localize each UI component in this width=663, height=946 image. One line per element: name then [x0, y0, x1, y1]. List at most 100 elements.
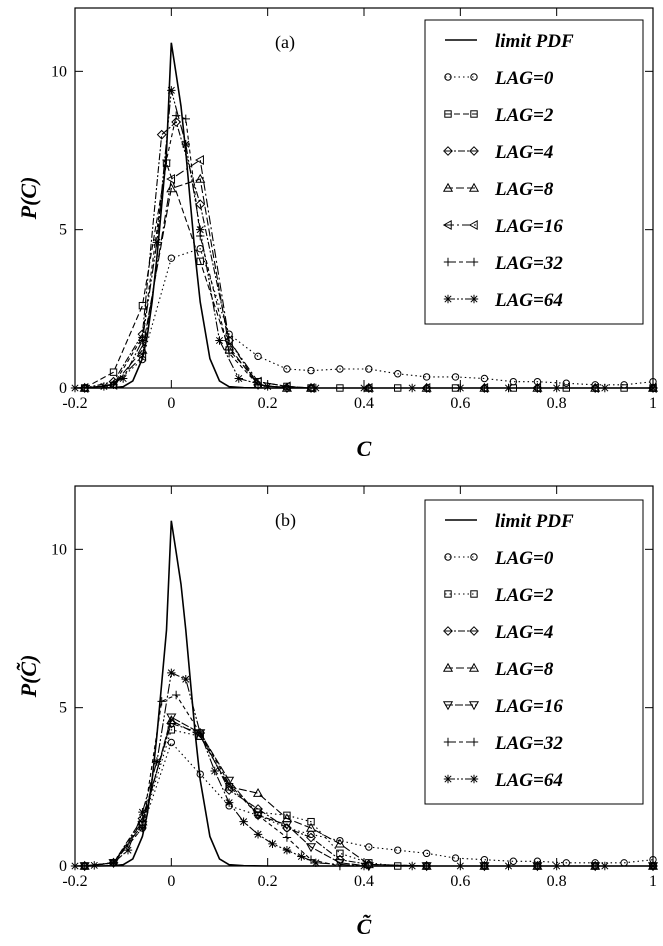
data-point: [282, 845, 292, 855]
data-point: [171, 111, 181, 120]
data-point: [70, 383, 80, 393]
data-point: [239, 817, 248, 826]
x-tick-label: 0.4: [354, 395, 374, 412]
data-point: [254, 352, 262, 361]
data-point: [552, 861, 561, 871]
legend-label: LAG=64: [494, 290, 563, 311]
data-point: [335, 861, 345, 871]
data-point: [444, 73, 452, 81]
data-point: [504, 383, 513, 393]
data-point: [469, 774, 479, 784]
series-line: [84, 114, 653, 389]
legend-label: LAG=16: [494, 216, 563, 237]
data-point: [305, 822, 317, 832]
legend-label: LAG=0: [494, 68, 554, 89]
data-point: [307, 817, 315, 826]
data-point: [444, 590, 452, 598]
data-point: [469, 257, 479, 267]
x-tick-label: 0.6: [450, 873, 470, 890]
data-point: [152, 757, 162, 766]
data-point: [215, 336, 224, 345]
data-point: [283, 365, 291, 373]
data-point: [359, 383, 369, 393]
data-point: [469, 737, 479, 747]
data-point: [167, 668, 176, 678]
data-point: [171, 690, 181, 700]
data-point: [442, 701, 454, 711]
data-point: [468, 662, 480, 672]
data-point: [281, 821, 292, 831]
x-tick-label: 0: [167, 873, 175, 890]
data-point: [224, 779, 234, 788]
data-point: [307, 366, 315, 375]
data-point: [196, 225, 205, 234]
x-axis-label: C̃: [357, 914, 372, 939]
data-point: [468, 182, 480, 192]
data-point: [166, 173, 176, 185]
data-point: [600, 861, 610, 871]
legend-label: LAG=32: [494, 733, 563, 754]
data-point: [456, 383, 465, 393]
data-point: [334, 859, 345, 869]
data-point: [234, 374, 243, 383]
legend-label: LAG=8: [494, 659, 554, 680]
data-point: [99, 382, 109, 391]
y-ticks: 0 5 10: [51, 541, 653, 875]
data-point: [123, 845, 133, 855]
data-point: [407, 383, 417, 393]
data-point: [224, 798, 234, 807]
data-point: [422, 849, 431, 858]
data-point: [443, 774, 453, 784]
data-point: [451, 854, 460, 862]
legend-label: LAG=2: [494, 105, 554, 126]
data-point: [306, 832, 316, 843]
data-point: [162, 155, 171, 165]
data-point: [562, 379, 570, 387]
legend-label: LAG=0: [494, 548, 554, 569]
data-point: [268, 839, 277, 849]
data-point: [137, 821, 148, 831]
data-point: [451, 373, 460, 381]
data-point: [504, 861, 513, 871]
legend-label: limit PDF: [495, 31, 574, 52]
data-point: [118, 374, 128, 383]
y-tick-label: 10: [51, 63, 67, 80]
data-point: [394, 846, 402, 854]
data-point: [152, 238, 162, 247]
series-limit-pdf: [75, 520, 653, 867]
data-point: [311, 858, 321, 868]
data-point: [166, 713, 177, 723]
data-point: [442, 662, 454, 672]
x-tick-label: 0.2: [258, 395, 278, 412]
legend: limit PDF LAG=0 LAG=2 LAG=4 LAG=8 LAG=16 LAG=3…: [424, 19, 644, 325]
data-point: [167, 254, 176, 262]
data-point: [442, 182, 454, 192]
y-tick-label: 5: [59, 700, 67, 717]
data-point: [407, 861, 417, 871]
data-point: [443, 626, 453, 636]
y-tick-label: 5: [59, 222, 67, 239]
legend-box: [424, 499, 644, 805]
x-tick-label: 0.6: [450, 395, 470, 412]
data-point: [167, 86, 176, 95]
panel-label: (a): [275, 32, 295, 53]
x-tick-label: 1: [649, 395, 657, 412]
x-tick-label: -0.2: [62, 395, 87, 412]
legend-label: limit PDF: [495, 511, 574, 532]
data-point: [196, 257, 204, 266]
data-point: [181, 674, 190, 684]
data-point: [365, 843, 373, 851]
legend-label: LAG=2: [494, 585, 554, 606]
data-point: [195, 154, 204, 166]
data-point: [311, 383, 321, 393]
data-point: [297, 852, 306, 861]
x-tick-label: 1: [649, 873, 657, 890]
x-tick-label: -0.2: [62, 873, 87, 890]
y-tick-label: 0: [59, 380, 67, 397]
x-tick-label: 0.4: [354, 873, 374, 890]
data-point: [138, 807, 147, 817]
data-point: [224, 785, 235, 795]
data-point: [171, 117, 182, 127]
